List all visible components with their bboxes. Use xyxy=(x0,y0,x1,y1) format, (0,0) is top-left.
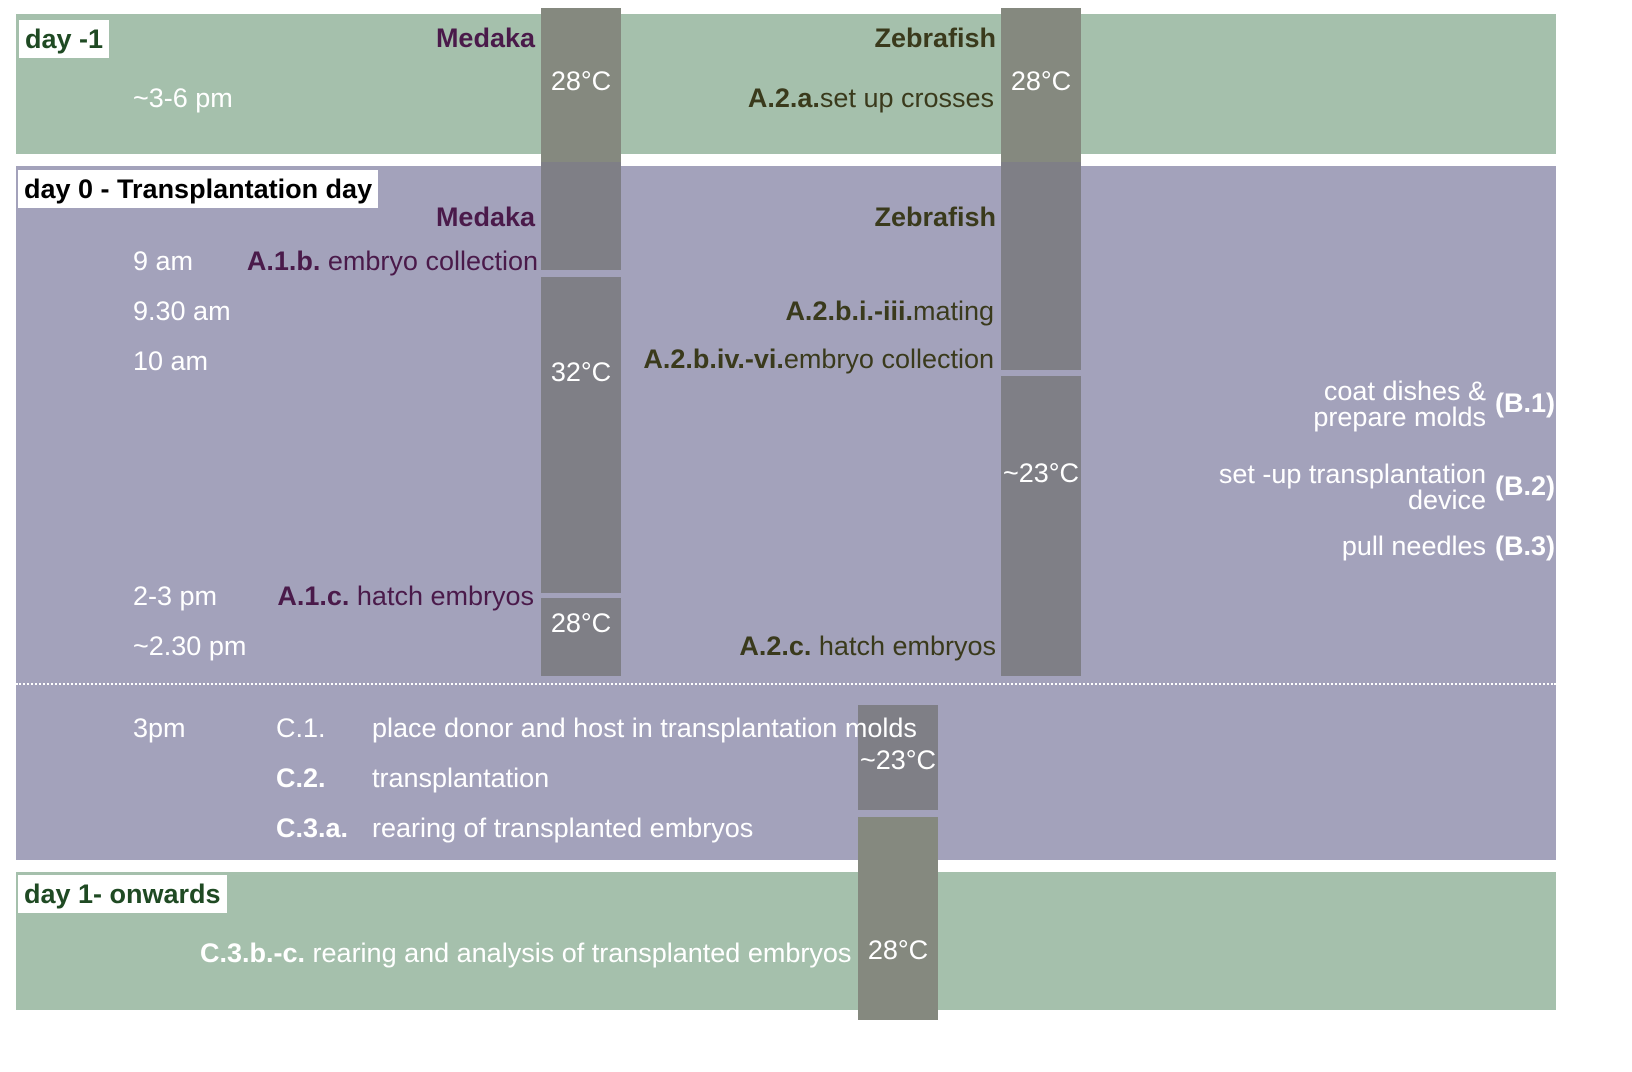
transplant-step-text: place donor and host in transplantation … xyxy=(372,713,917,743)
prep-task-text: pull needles xyxy=(1341,531,1486,561)
step-code: A.1.c. xyxy=(277,581,350,611)
transplant-step-code: C.2. xyxy=(276,763,326,793)
transplant-step-text: rearing of transplanted embryos xyxy=(372,813,754,843)
time-label: 9.30 am xyxy=(133,296,231,326)
day1-label: day 1- onwards xyxy=(18,875,227,913)
prep-task-ref: (B.3) xyxy=(1495,531,1555,561)
zebrafish-temp-label: 28°C xyxy=(1010,66,1072,96)
time-label: ~3-6 pm xyxy=(133,83,233,113)
day1-step: C.3.b.-c. rearing and analysis of transp… xyxy=(200,936,851,970)
zebrafish-header: Zebrafish xyxy=(874,202,996,232)
step-text: rearing and analysis of transplanted emb… xyxy=(312,938,852,968)
step-text: set up crosses xyxy=(819,83,994,113)
time-label: ~2.30 pm xyxy=(133,631,247,661)
zebrafish-step: A.2.b.i.-iii.mating xyxy=(640,294,994,328)
zebrafish-header: Zebrafish xyxy=(874,23,996,53)
medaka-temp-column-embryo xyxy=(541,162,621,270)
zebrafish-temp-column-day-minus1: 28°C xyxy=(1001,8,1081,162)
medaka-temp-column-28: 28°C xyxy=(541,598,621,676)
medaka-header: Medaka xyxy=(435,23,535,53)
medaka-header: Medaka xyxy=(435,202,535,232)
step-code: A.2.a. xyxy=(747,83,820,113)
step-text: mating xyxy=(912,296,994,326)
zebrafish-step: A.2.a.set up crosses xyxy=(600,81,994,115)
step-code: A.2.c. xyxy=(739,631,812,661)
medaka-temp-column-32: 32°C xyxy=(541,277,621,593)
time-label: 9 am xyxy=(133,246,194,276)
transplant-step-text: transplantation xyxy=(372,763,550,793)
medaka-step: A.1.b. embryo collection xyxy=(240,244,538,278)
medaka-temp-label: 28°C xyxy=(550,66,612,96)
medaka-step: A.1.c. hatch embryos xyxy=(240,579,534,613)
time-label: 3pm xyxy=(133,713,186,743)
prep-task-text: coat dishes & prepare molds xyxy=(1100,376,1486,432)
time-label: 2-3 pm xyxy=(133,581,218,611)
zebrafish-temp-column-23: ~23°C xyxy=(1001,376,1081,676)
medaka-temp-column-day-minus1: 28°C xyxy=(541,8,621,162)
transplant-temp-label: ~23°C xyxy=(859,745,937,775)
medaka-temp-label: 32°C xyxy=(550,357,612,387)
prep-task-line: device xyxy=(1407,485,1486,515)
step-text: hatch embryos xyxy=(818,631,996,661)
prep-task-ref: (B.1) xyxy=(1495,388,1555,418)
prep-task-line: set -up transplantation xyxy=(1218,459,1486,489)
time-label: 10 am xyxy=(133,346,209,376)
day0-band xyxy=(16,166,1556,860)
zebrafish-temp-column-mating xyxy=(1001,162,1081,370)
prep-task-line: coat dishes & xyxy=(1323,376,1486,406)
prep-task-line: prepare molds xyxy=(1313,402,1486,432)
prep-task-ref: (B.2) xyxy=(1495,471,1555,501)
day-minus1-label: day -1 xyxy=(19,20,110,58)
step-code: A.2.b.i.-iii. xyxy=(785,296,913,326)
transplant-step-code: C.1. xyxy=(276,713,326,743)
prep-task-text: set -up transplantation device xyxy=(1100,459,1486,515)
transplant-step-code: C.3.a. xyxy=(276,813,349,843)
medaka-temp-label: 28°C xyxy=(550,608,612,638)
day1-band xyxy=(16,872,1556,1010)
step-code: A.2.b.iv.-vi. xyxy=(643,344,784,374)
zebrafish-step: A.2.c. hatch embryos xyxy=(640,629,996,663)
step-text: hatch embryos xyxy=(356,581,534,611)
step-code: A.1.b. xyxy=(246,246,321,276)
step-text: embryo collection xyxy=(327,246,538,276)
step-text: embryo collection xyxy=(783,344,994,374)
rearing-temp-label: 28°C xyxy=(867,935,929,965)
step-code: C.3.b.-c. xyxy=(200,938,306,968)
transplant-temp-column-23: ~23°C xyxy=(858,705,938,810)
zebrafish-step: A.2.b.iv.-vi.embryo collection xyxy=(640,342,994,376)
zebrafish-temp-label: ~23°C xyxy=(1002,458,1080,488)
rearing-temp-column-28: 28°C xyxy=(858,817,938,1020)
day0-label: day 0 - Transplantation day xyxy=(18,170,379,208)
day-minus1-band xyxy=(16,14,1556,154)
transplant-separator xyxy=(16,683,1556,685)
